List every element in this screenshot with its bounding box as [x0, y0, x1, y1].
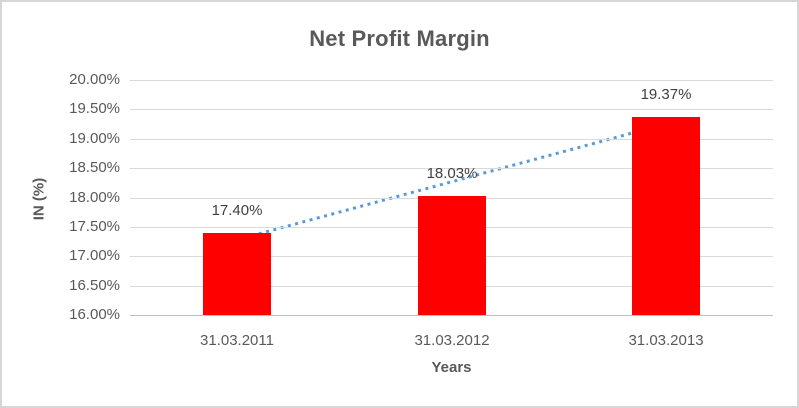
x-tick-label: 31.03.2012: [414, 332, 490, 349]
bar-data-label: 18.03%: [426, 165, 478, 182]
y-gridline: [130, 109, 773, 110]
y-tick-label: 17.50%: [69, 218, 120, 235]
y-tick-label: 18.50%: [69, 159, 120, 176]
y-tick-label: 19.00%: [69, 130, 120, 147]
y-tick-label: 16.00%: [69, 306, 120, 323]
y-tick-label: 16.50%: [69, 277, 120, 294]
y-tick-label: 18.00%: [69, 189, 120, 206]
bar-data-label: 19.37%: [640, 86, 692, 103]
x-tick-label: 31.03.2011: [200, 332, 274, 349]
x-axis-title: Years: [431, 359, 472, 376]
y-tick-label: 20.00%: [69, 71, 120, 88]
y-gridline: [130, 80, 773, 81]
x-axis-line: [130, 315, 773, 316]
x-tick-label: 31.03.2013: [628, 332, 704, 349]
bar-31.03.2013: [632, 117, 700, 315]
bar-31.03.2012: [418, 196, 486, 315]
chart-title: Net Profit Margin: [309, 26, 490, 51]
y-gridline: [130, 168, 773, 169]
bar-data-label: 17.40%: [211, 202, 263, 219]
y-tick-label: 17.00%: [69, 247, 120, 264]
y-gridline: [130, 139, 773, 140]
bar-31.03.2011: [203, 233, 271, 315]
y-tick-label: 19.50%: [69, 100, 120, 117]
